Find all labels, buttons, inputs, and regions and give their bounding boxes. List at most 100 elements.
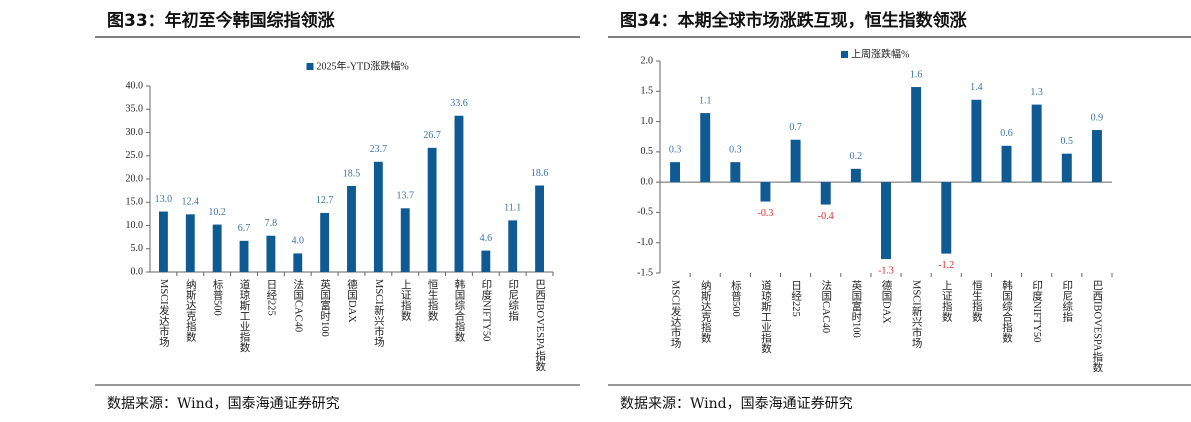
bar: [1061, 153, 1072, 183]
bar: [941, 182, 952, 254]
data-label: 0.3: [729, 144, 742, 155]
bar: [881, 182, 891, 260]
bar: [1091, 130, 1102, 183]
bar: [911, 87, 922, 183]
legend-swatch: [306, 63, 314, 70]
data-label: 13.0: [155, 194, 173, 205]
data-label: 0.9: [1091, 112, 1104, 123]
bar: [971, 99, 982, 183]
x-tick-label: 法国CAC40: [292, 278, 303, 332]
data-label: 1.4: [970, 82, 983, 93]
data-label: 12.7: [316, 195, 334, 206]
data-label: 26.7: [423, 130, 441, 141]
source: 数据来源：Wind，国泰海通证券研究: [107, 396, 340, 412]
bar: [266, 235, 276, 272]
y-tick-label: 1.0: [641, 116, 654, 127]
data-label: 0.3: [669, 144, 682, 155]
x-tick-label: MSCI新兴市场: [911, 280, 922, 348]
y-tick-label: 2.0: [641, 55, 654, 66]
y-tick-label: 25.0: [126, 150, 144, 161]
data-label: 1.6: [910, 69, 923, 80]
x-tick-label: 恒生指数: [971, 279, 982, 323]
x-tick-label: 道琼斯工业指数: [760, 279, 771, 354]
x-tick-label: 巴西IBOVESPA指数: [1091, 280, 1102, 373]
data-label: 12.4: [182, 197, 200, 208]
y-tick-label: 30.0: [126, 127, 144, 138]
bar: [508, 220, 518, 272]
data-label: 18.6: [531, 168, 549, 179]
x-tick-label: 英国富时100: [319, 278, 330, 337]
bar: [239, 240, 249, 272]
x-tick-label: 印尼综指: [1061, 280, 1072, 323]
bar: [730, 162, 741, 183]
source: 数据来源：Wind，国泰海通证券研究: [620, 396, 853, 412]
x-tick-label: 德国DAX: [881, 279, 892, 324]
bar: [293, 253, 303, 272]
data-label: -1.3: [878, 265, 894, 276]
x-tick-label: 恒生指数: [427, 278, 438, 322]
data-label: 0.7: [789, 122, 802, 133]
data-label: 4.6: [480, 233, 493, 244]
x-tick-label: 纳斯达克指数: [700, 279, 711, 344]
x-tick-label: 印度NIFTY50: [1031, 280, 1042, 342]
y-tick-label: -1.5: [637, 267, 653, 278]
data-label: -1.2: [938, 260, 954, 271]
x-tick-label: 道琼斯工业指数: [239, 278, 250, 353]
y-tick-label: 1.5: [641, 86, 654, 97]
x-tick-label: 标普500: [730, 280, 741, 317]
x-tick-label: 标普500: [212, 279, 223, 316]
bar: [320, 212, 330, 272]
y-tick-label: 0.0: [641, 176, 654, 187]
y-tick-label: 40.0: [126, 80, 144, 91]
x-tick-label: 上证指数: [400, 279, 411, 322]
data-label: 0.5: [1061, 136, 1074, 147]
y-tick-label: -0.5: [637, 207, 653, 218]
data-label: 0.6: [1000, 128, 1013, 139]
bar: [427, 147, 437, 272]
data-label: 11.1: [504, 203, 521, 214]
bar: [1031, 104, 1042, 183]
data-label: 6.7: [238, 223, 251, 234]
x-tick-label: 德国DAX: [346, 278, 357, 323]
bar: [400, 208, 410, 272]
y-tick-label: 0.5: [641, 146, 654, 157]
y-tick-label: 0.0: [131, 266, 144, 277]
legend-swatch: [841, 51, 848, 58]
bar: [347, 185, 356, 272]
data-label: 4.0: [292, 236, 305, 247]
legend-label: 上周涨跌幅%: [851, 47, 909, 60]
data-label: -0.4: [818, 211, 834, 222]
data-label: -0.3: [758, 208, 774, 219]
x-tick-label: 印尼综指: [507, 279, 518, 322]
chart-title: 图34：本期全球市场涨跌互现，恒生指数领涨: [620, 10, 967, 31]
x-tick-label: 日经225: [265, 279, 276, 316]
chart-title: 图33：年初至今韩国综指领涨: [107, 10, 335, 31]
y-tick-label: -1.0: [637, 237, 653, 248]
data-label: 0.2: [850, 151, 863, 162]
x-tick-label: MSCI发达市场: [670, 280, 681, 348]
bar: [790, 139, 801, 183]
x-tick-label: 韩国综合指数: [1001, 279, 1012, 344]
y-tick-label: 10.0: [126, 220, 144, 231]
bar: [212, 224, 222, 272]
data-label: 33.6: [450, 98, 468, 109]
data-label: 18.5: [343, 168, 361, 179]
bar: [159, 211, 168, 272]
y-tick-label: 35.0: [126, 104, 144, 115]
x-tick-label: 日经225: [790, 280, 801, 317]
x-tick-label: 法国CAC40: [820, 279, 831, 333]
bar: [760, 182, 771, 202]
bar: [820, 182, 831, 205]
y-tick-label: 5.0: [131, 243, 144, 254]
x-tick-label: MSCI新兴市场: [373, 279, 384, 347]
x-tick-label: 巴西IBOVESPA指数: [534, 279, 545, 372]
bar: [1001, 145, 1012, 183]
data-label: 1.3: [1030, 87, 1043, 98]
y-tick-label: 15.0: [126, 197, 144, 208]
x-tick-label: 印度NIFTY50: [480, 279, 491, 341]
x-tick-label: 上证指数: [941, 280, 952, 323]
x-tick-label: 英国富时100: [850, 279, 861, 338]
bar: [185, 214, 195, 272]
x-tick-label: MSCI发达市场: [158, 279, 169, 347]
